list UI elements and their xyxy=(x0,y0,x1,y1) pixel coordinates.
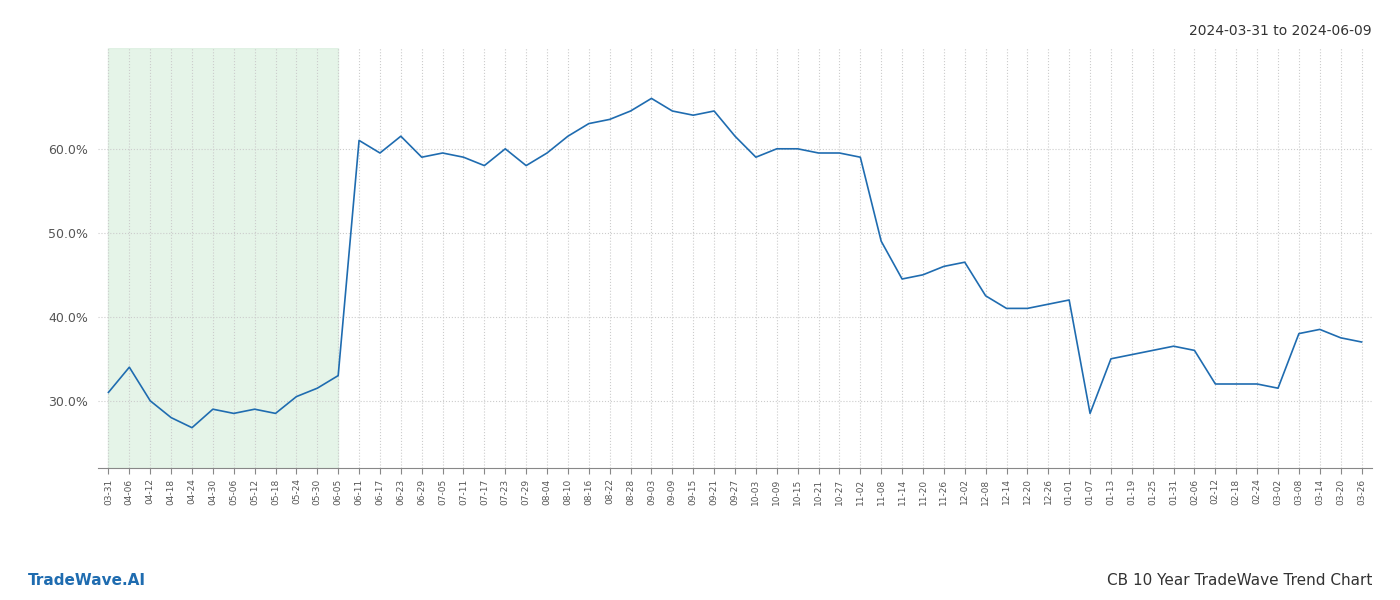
Text: TradeWave.AI: TradeWave.AI xyxy=(28,573,146,588)
Bar xyxy=(108,48,339,468)
Text: CB 10 Year TradeWave Trend Chart: CB 10 Year TradeWave Trend Chart xyxy=(1106,573,1372,588)
Text: 2024-03-31 to 2024-06-09: 2024-03-31 to 2024-06-09 xyxy=(1190,24,1372,38)
